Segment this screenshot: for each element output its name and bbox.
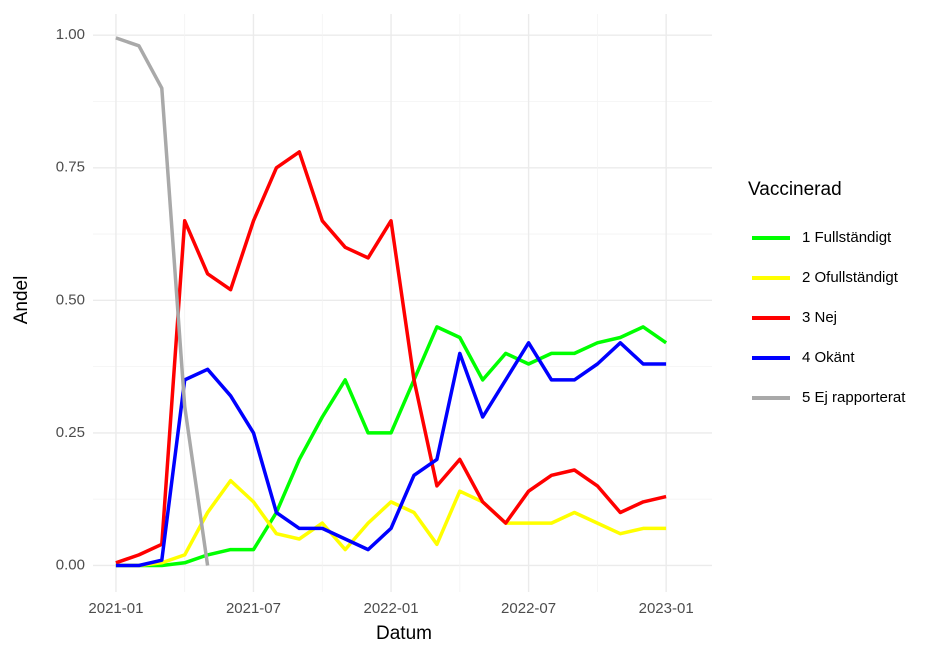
- y-tick-label: 1.00: [56, 26, 85, 43]
- legend-label: 1 Fullständigt: [802, 229, 892, 246]
- legend-label: 3 Nej: [802, 309, 837, 326]
- grid: 0.00 0.25 0.50 0.75 1.00 2021-01 2021-07 2022-0…: [56, 14, 712, 617]
- series-line: [115, 341, 667, 568]
- y-tick-label: 0.25: [56, 424, 85, 441]
- x-tick-label: 2022-07: [501, 600, 556, 617]
- x-tick-label: 2023-01: [639, 600, 694, 617]
- legend-title: Vaccinerad: [748, 179, 842, 200]
- legend-label: 2 Ofullständigt: [802, 269, 899, 286]
- y-tick-label: 0.75: [56, 159, 85, 176]
- y-axis-title: Andel: [11, 276, 32, 325]
- legend-label: 4 Okänt: [802, 349, 855, 366]
- series-line: [115, 150, 667, 565]
- series-line: [115, 478, 667, 568]
- series-line: [115, 36, 210, 566]
- x-axis-title: Datum: [376, 623, 432, 644]
- x-tick-label: 2021-01: [88, 600, 143, 617]
- lines: 1 Fullständigt 2 Ofullständigt 3 Nej 4 Okän…: [115, 36, 906, 568]
- legend-label: 5 Ej rapporterat: [802, 389, 906, 406]
- x-tick-label: 2022-01: [364, 600, 419, 617]
- y-tick-label: 0.50: [56, 291, 85, 308]
- y-tick-label: 0.00: [56, 556, 85, 573]
- x-tick-label: 2021-07: [226, 600, 281, 617]
